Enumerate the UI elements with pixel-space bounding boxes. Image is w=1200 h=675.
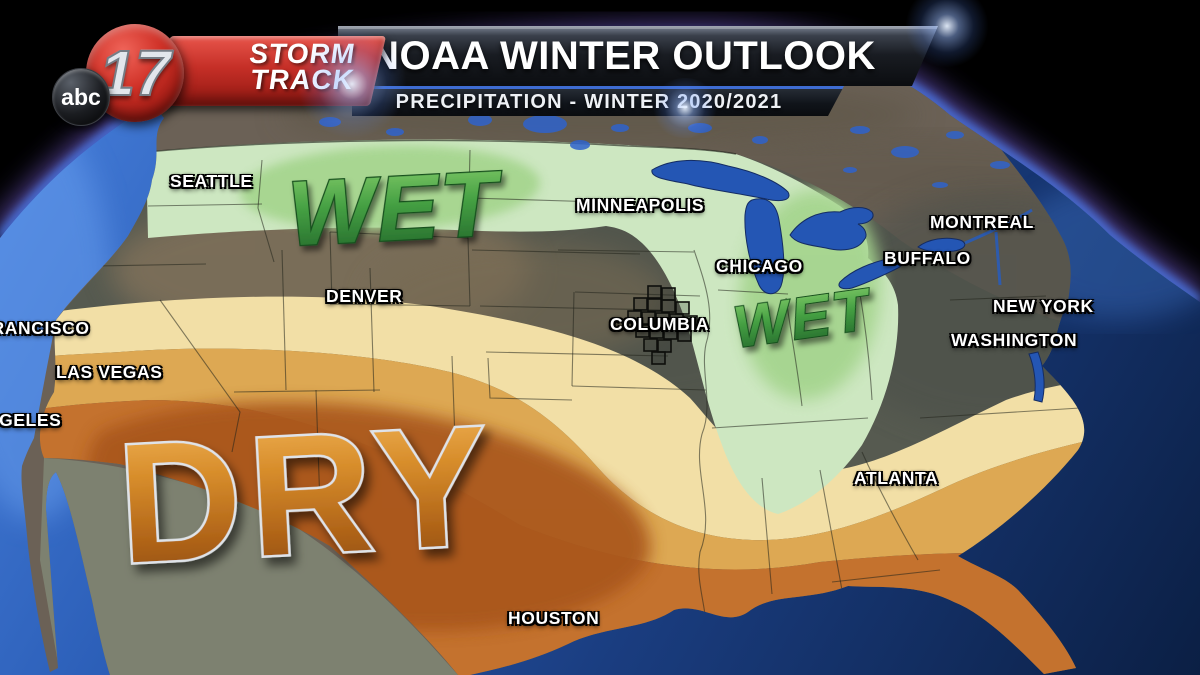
city-label-los-angeles: LOS ANGELES	[0, 410, 62, 430]
mexico-terrain	[40, 458, 458, 675]
wet-label-northwest: WET	[286, 152, 506, 265]
wet-inner-northwest	[240, 145, 540, 231]
state-borders	[95, 149, 1081, 643]
dry-label-southwest: DRY	[114, 390, 500, 599]
city-label-minneapolis: MINNEAPOLIS	[576, 195, 705, 215]
abc-logo: abc	[52, 68, 110, 126]
rivers	[964, 208, 1033, 286]
city-label-buffalo: BUFFALO	[884, 248, 971, 268]
city-label-denver: DENVER	[326, 286, 403, 306]
city-label-san-francisco: SAN FRANCISCO	[0, 318, 90, 338]
subtitle-banner: PRECIPITATION - WINTER 2020/2021	[352, 86, 844, 116]
city-label-washington: WASHINGTON	[951, 330, 1078, 350]
abc-logo-text: abc	[61, 83, 101, 110]
city-label-chicago: CHICAGO	[716, 256, 803, 276]
city-label-seattle: SEATTLE	[170, 171, 253, 191]
city-label-houston: HOUSTON	[508, 608, 600, 628]
title-banner: NOAA WINTER OUTLOOK	[338, 26, 938, 86]
city-label-atlanta: ATLANTA	[854, 468, 939, 488]
storm-track-text: STORM TRACK	[248, 38, 357, 96]
city-label-las-vegas: LAS VEGAS	[56, 362, 163, 382]
page-subtitle: PRECIPITATION - WINTER 2020/2021	[395, 91, 783, 113]
dry-band-light	[39, 296, 1085, 541]
station-logo: STORM TRACK 17 abc	[28, 12, 387, 126]
channel-number: 17	[98, 36, 171, 110]
wet-band-light	[146, 139, 899, 514]
viewing-area-county-outlines	[627, 285, 698, 365]
storm-track-line2: TRACK	[249, 64, 355, 96]
city-label-new-york: NEW YORK	[993, 296, 1094, 316]
city-label-montreal: MONTREAL	[930, 212, 1034, 232]
great-lakes	[651, 159, 1045, 403]
city-label-columbia: COLUMBIA	[610, 314, 710, 334]
page-title: NOAA WINTER OUTLOOK	[370, 33, 876, 78]
canada-border	[145, 139, 737, 155]
